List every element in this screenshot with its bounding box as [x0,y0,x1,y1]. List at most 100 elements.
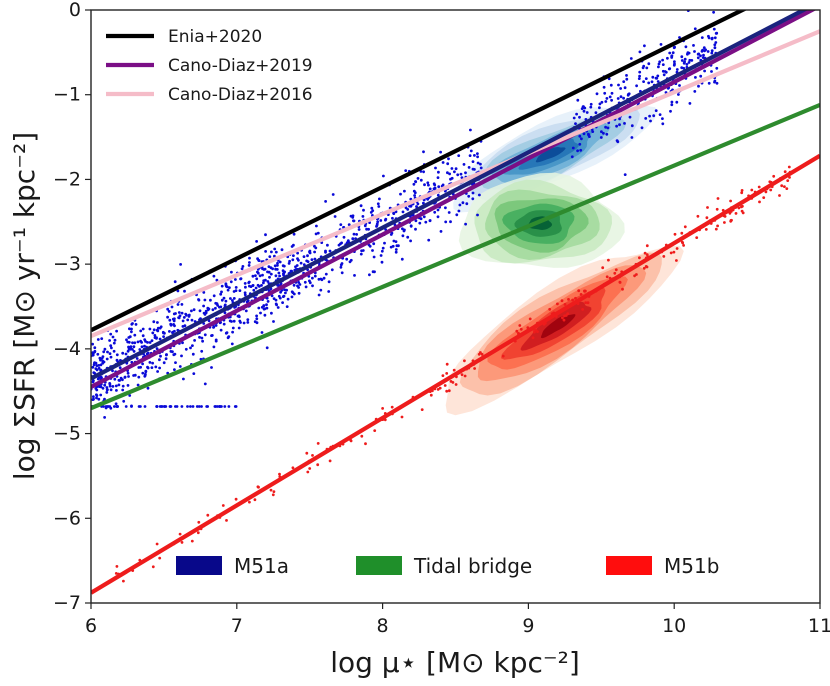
scatter-point [229,297,232,300]
scatter-point [148,341,152,344]
scatter-point [100,357,104,360]
scatter-point [662,255,666,258]
scatter-point [441,374,445,377]
scatter-point [133,341,137,345]
scatter-point [391,216,394,220]
scatter-point [288,259,291,263]
scatter-point [95,364,99,368]
scatter-point [116,405,119,408]
scatter-point [578,142,582,146]
scatter-point [302,255,306,258]
scatter-point [316,463,320,467]
scatter-point [579,293,583,296]
scatter-point [102,405,105,408]
scatter-point [778,194,781,197]
scatter-point [637,77,641,80]
scatter-point [155,542,159,546]
scatter-point [715,66,719,70]
line-enia-2020 [91,10,748,333]
scatter-point [209,298,212,302]
line-m51a-fit [91,10,809,381]
scatter-point [339,223,343,227]
scatter-point [132,350,136,353]
scatter-point [661,58,664,62]
scatter-point [649,119,652,123]
scatter-point [310,258,314,261]
scatter-point [117,378,121,382]
scatter-point [158,405,162,408]
scatter-point [783,185,786,189]
scatter-point [378,197,381,201]
scatter-point [643,44,646,48]
scatter-point [180,303,184,306]
scatter-point [180,354,183,358]
scatter-point [126,349,130,353]
scatter-point [416,202,420,206]
scatter-point [214,306,217,310]
scatter-point [327,290,331,293]
scatter-point [600,130,603,134]
scatter-point [604,100,608,103]
scatter-point [291,291,295,294]
scatter-point [155,347,159,351]
scatter-point [93,349,97,353]
scatter-point [467,194,471,198]
scatter-point [132,345,136,349]
scatter-point [445,362,449,366]
scatter-point [112,349,116,353]
scatter-point [230,270,233,274]
scatter-point [237,326,241,330]
scatter-point [205,405,209,408]
scatter-point [433,183,437,187]
scatter-point [710,49,714,53]
scatter-point [227,405,231,408]
scatter-point [656,80,660,83]
scatter-point [599,136,603,139]
scatter-point [125,338,128,342]
scatter-point [437,185,441,189]
scatter-point [436,388,440,391]
scatter-point [184,312,188,316]
scatter-point [267,289,271,292]
scatter-point [121,384,125,388]
scatter-point [433,186,437,190]
scatter-point [317,277,321,281]
scatter-point [91,342,94,346]
scatter-point [254,286,258,290]
x-tick-label: 9 [522,615,534,637]
scatter-point [594,111,598,115]
scatter-point [608,95,612,99]
scatter-point [119,376,123,380]
scatter-point [701,56,705,59]
scatter-point [684,45,688,49]
scatter-point [670,54,674,58]
line-cano-diaz-2016 [91,29,820,339]
scatter-point [220,290,223,294]
scatter-point [162,335,166,338]
scatter-point [618,281,622,284]
y-tick-label: −4 [53,338,81,360]
scatter-point [700,36,704,39]
scatter-point [296,251,299,255]
scatter-point [693,50,696,53]
scatter-point [114,572,118,575]
scatter-point [180,311,184,315]
scatter-point [281,269,285,273]
scatter-point [158,556,162,560]
scatter-point [428,187,432,191]
scatter-point [339,242,342,246]
scatter-point [622,80,626,83]
scatter-point [191,405,195,408]
scatter-point [255,240,258,243]
scatter-point [625,77,629,81]
scatter-point [247,264,251,267]
scatter-point [145,352,149,356]
scatter-point [274,298,278,302]
scatter-point [595,92,599,96]
scatter-point [473,154,476,157]
scatter-point [328,459,332,463]
scatter-point [673,60,676,64]
scatter-point [193,339,197,342]
scatter-point [268,275,271,279]
scatter-point [426,181,430,185]
